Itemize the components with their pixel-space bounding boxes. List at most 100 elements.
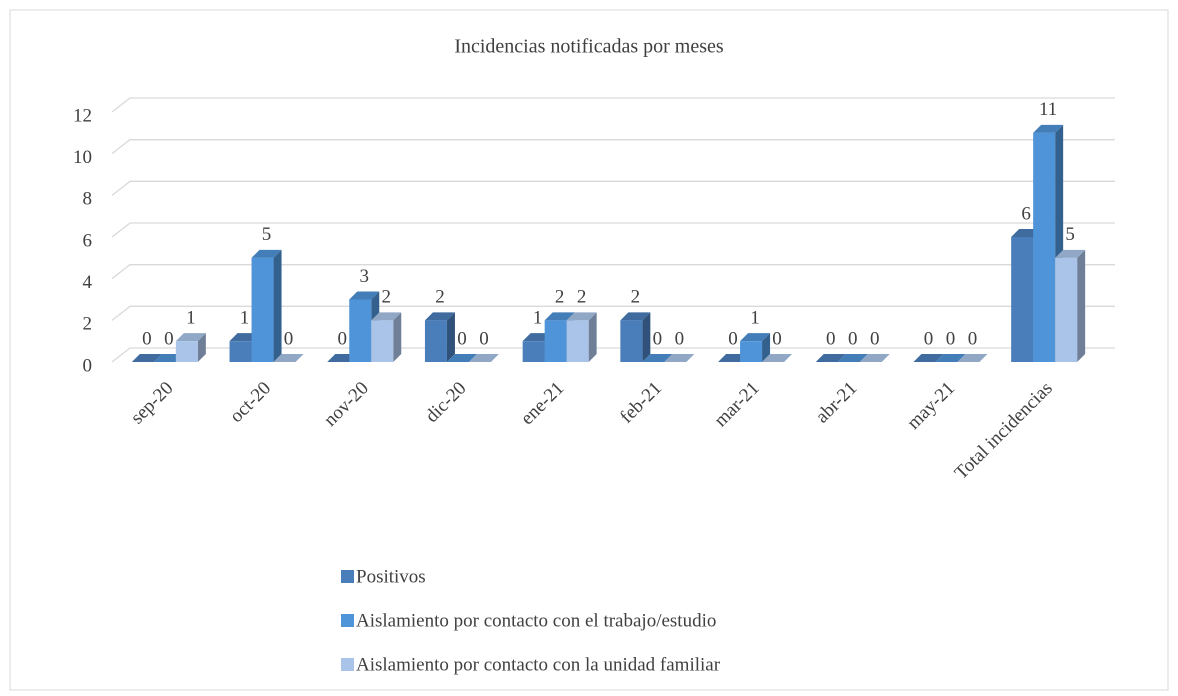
bar	[371, 312, 402, 362]
bar	[175, 333, 206, 362]
grid-line	[111, 97, 1115, 113]
data-label: 0	[968, 328, 978, 349]
data-label: 0	[284, 328, 294, 349]
data-label: 0	[728, 328, 738, 349]
bar-top	[913, 354, 944, 362]
bar-front	[740, 341, 763, 362]
data-label: 0	[946, 328, 956, 349]
legend-swatch	[341, 570, 354, 583]
legend-label: Aislamiento por contacto con la unidad f…	[356, 654, 721, 675]
bar-top	[371, 312, 402, 321]
data-label: 0	[870, 328, 880, 349]
grid-line	[111, 305, 1115, 321]
bar-top	[815, 354, 846, 362]
grid-line	[111, 139, 1115, 155]
data-label: 1	[186, 308, 196, 329]
data-label: 5	[262, 224, 272, 245]
bar-top	[957, 354, 988, 362]
bar	[664, 354, 695, 362]
bar-top	[175, 333, 206, 342]
bar-front	[1033, 132, 1056, 362]
data-label: 2	[631, 287, 641, 308]
y-tick-label: 12	[73, 105, 92, 126]
bar	[131, 354, 162, 362]
data-label: 0	[479, 328, 489, 349]
bar	[935, 354, 966, 362]
bar	[446, 354, 477, 362]
bar-top	[251, 249, 282, 258]
bar	[762, 354, 793, 362]
bar-front	[251, 257, 274, 362]
data-label: 0	[848, 328, 858, 349]
bar-top	[859, 354, 890, 362]
bar	[740, 333, 771, 362]
bar-top	[620, 312, 651, 321]
bar-side	[762, 333, 771, 362]
data-label: 2	[382, 287, 392, 308]
bar-top	[349, 291, 380, 300]
bar-front	[371, 320, 394, 362]
grid-line	[111, 264, 1115, 280]
grid-line	[111, 180, 1115, 196]
bar-top	[273, 354, 304, 362]
bar-top	[468, 354, 499, 362]
data-label: 11	[1039, 99, 1057, 120]
y-tick-label: 10	[73, 147, 92, 168]
bar-front	[1055, 257, 1078, 362]
bar-side	[1077, 249, 1086, 362]
legend-label: Aislamiento por contacto con el trabajo/…	[356, 610, 716, 631]
data-label: 0	[142, 328, 152, 349]
data-label: 3	[360, 266, 370, 287]
data-label: 0	[675, 328, 685, 349]
bar	[859, 354, 890, 362]
bar-top	[837, 354, 868, 362]
bar	[424, 312, 455, 362]
bar-top	[566, 312, 597, 321]
data-label: 2	[577, 287, 587, 308]
legend-swatch	[341, 658, 354, 671]
bar-top	[424, 312, 455, 321]
bar-front	[1011, 237, 1034, 362]
bar-top	[642, 354, 673, 362]
bar-top	[740, 333, 771, 342]
bar-top	[1055, 249, 1086, 258]
data-label: 0	[338, 328, 348, 349]
bar-top	[544, 312, 575, 321]
data-label: 0	[772, 328, 782, 349]
bar-front	[424, 320, 447, 362]
bar-top	[935, 354, 966, 362]
legend-swatch	[341, 614, 354, 627]
data-label: 0	[826, 328, 836, 349]
bar	[837, 354, 868, 362]
grid-line	[111, 222, 1115, 238]
bar-front	[544, 320, 567, 362]
bar-side	[588, 312, 597, 362]
bar	[1055, 249, 1086, 362]
bar-side	[393, 312, 402, 362]
bar-top	[762, 354, 793, 362]
bar-side	[446, 312, 455, 362]
bar-top	[1033, 124, 1064, 133]
bar-front	[229, 341, 252, 362]
bar-top	[664, 354, 695, 362]
bar	[273, 354, 304, 362]
bar	[642, 354, 673, 362]
data-label: 0	[164, 328, 174, 349]
bar	[566, 312, 597, 362]
data-label: 1	[240, 308, 250, 329]
bar	[468, 354, 499, 362]
data-label: 5	[1065, 224, 1075, 245]
bar-front	[175, 341, 198, 362]
data-label: 6	[1021, 203, 1031, 224]
bar-front	[620, 320, 643, 362]
y-tick-label: 2	[83, 314, 93, 335]
data-label: 2	[435, 287, 445, 308]
bar-top	[446, 354, 477, 362]
data-label: 1	[533, 308, 543, 329]
bar	[620, 312, 651, 362]
y-tick-label: 6	[83, 230, 93, 251]
bar	[815, 354, 846, 362]
bar	[957, 354, 988, 362]
bar	[913, 354, 944, 362]
